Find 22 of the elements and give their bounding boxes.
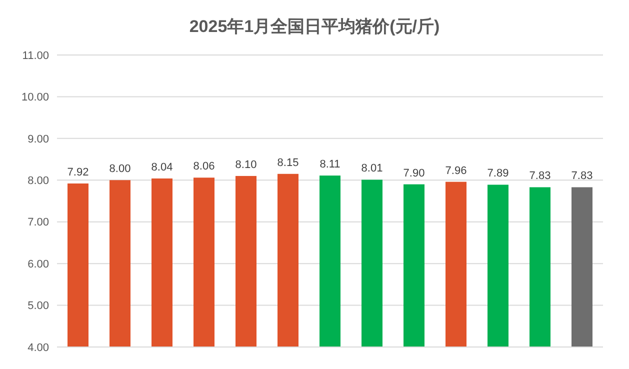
data-label: 8.11 [320,158,340,171]
data-label: 7.83 [571,170,593,182]
data-label: 8.00 [109,163,131,176]
y-tick-label: 8.00 [28,174,49,187]
data-label: 7.96 [445,164,467,177]
data-label: 8.06 [193,160,215,173]
y-tick-label: 5.00 [28,300,49,312]
data-label: 8.10 [235,158,257,171]
y-tick-label: 10.00 [21,92,49,104]
y-tick-label: 9.00 [28,133,49,146]
data-label: 8.15 [277,156,299,169]
data-label: 7.83 [529,170,551,182]
data-label: 7.92 [67,166,89,178]
data-label: 7.90 [403,167,425,180]
y-tick-label: 6.00 [28,258,49,270]
y-tick-label: 4.00 [28,342,49,354]
y-tick-label: 11.00 [22,50,49,62]
data-label: 8.04 [151,161,173,174]
y-tick-label: 7.00 [28,216,49,229]
data-label: 8.01 [361,162,383,175]
chart-title: 2025年1月全国日平均猪价(元/斤) [189,17,440,36]
data-label: 7.89 [487,168,509,180]
